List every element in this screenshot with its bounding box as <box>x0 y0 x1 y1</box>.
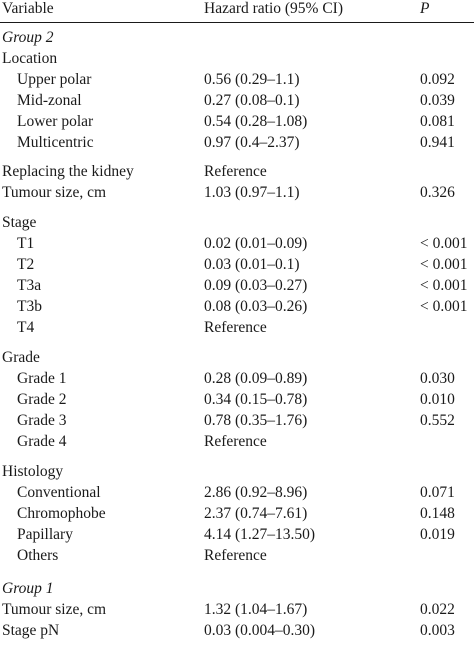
p-value-cell: 0.148 <box>420 505 455 522</box>
variable-cell: Others <box>17 547 59 564</box>
table-row: T4 Reference <box>0 317 474 338</box>
header-hazard-ratio: Hazard ratio (95% CI) <box>204 0 344 17</box>
variable-cell: T1 <box>17 235 35 252</box>
table-row: Replacing the kidney Reference <box>0 161 474 182</box>
header-variable: Variable <box>2 0 54 17</box>
p-value-cell: 0.019 <box>420 526 455 543</box>
variable-cell: Group 1 <box>2 580 54 597</box>
hazard-ratio-cell: 0.08 (0.03–0.26) <box>204 298 308 315</box>
table-row: Mid-zonal 0.27 (0.08–0.1) 0.039 <box>0 90 474 111</box>
table-row: Chromophobe 2.37 (0.74–7.61) 0.148 <box>0 503 474 524</box>
table-row: Group 1 <box>0 578 474 599</box>
p-value-cell: 0.039 <box>420 92 455 109</box>
variable-cell: Grade 4 <box>17 433 67 450</box>
table-row: Tumour size, cm 1.03 (0.97–1.1) 0.326 <box>0 182 474 203</box>
table-row: Papillary 4.14 (1.27–13.50) 0.019 <box>0 524 474 545</box>
hazard-ratio-cell: 0.78 (0.35–1.76) <box>204 412 308 429</box>
hazard-ratio-cell: 0.56 (0.29–1.1) <box>204 71 300 88</box>
table-row: T2 0.03 (0.01–0.1) < 0.001 <box>0 254 474 275</box>
hazard-ratio-cell: 2.86 (0.92–8.96) <box>204 484 308 501</box>
hazard-ratio-cell: 0.34 (0.15–0.78) <box>204 391 308 408</box>
table-row: Location <box>0 48 474 69</box>
header-rule <box>0 22 474 23</box>
p-value-cell: < 0.001 <box>420 256 468 273</box>
variable-cell: T3b <box>17 298 42 315</box>
hazard-ratio-cell: 0.97 (0.4–2.37) <box>204 134 300 151</box>
hazard-ratio-cell: 0.02 (0.01–0.09) <box>204 235 308 252</box>
variable-cell: Mid-zonal <box>17 92 82 109</box>
variable-cell: Grade 3 <box>17 412 67 429</box>
table-row: Lower polar 0.54 (0.28–1.08) 0.081 <box>0 111 474 132</box>
table-row: Conventional 2.86 (0.92–8.96) 0.071 <box>0 482 474 503</box>
p-value-cell: 0.941 <box>420 134 455 151</box>
hazard-ratio-cell: 0.28 (0.09–0.89) <box>204 370 308 387</box>
p-value-cell: 0.010 <box>420 391 455 408</box>
variable-cell: Lower polar <box>17 113 94 130</box>
p-value-cell: 0.003 <box>420 622 455 639</box>
hazard-ratio-cell: 0.27 (0.08–0.1) <box>204 92 300 109</box>
hazard-ratio-cell: 0.03 (0.01–0.1) <box>204 256 300 273</box>
variable-cell: T4 <box>17 319 35 336</box>
hazard-ratio-cell: Reference <box>204 319 267 336</box>
p-value-cell: 0.071 <box>420 484 455 501</box>
table-row: Grade 2 0.34 (0.15–0.78) 0.010 <box>0 389 474 410</box>
table-row: Multicentric 0.97 (0.4–2.37) 0.941 <box>0 132 474 153</box>
hazard-ratio-cell: Reference <box>204 163 267 180</box>
variable-cell: Tumour size, cm <box>2 184 107 201</box>
variable-cell: Conventional <box>17 484 101 501</box>
table-row: Grade 1 0.28 (0.09–0.89) 0.030 <box>0 368 474 389</box>
table-row: Grade 4 Reference <box>0 431 474 452</box>
table-row: Stage pN 0.03 (0.004–0.30) 0.003 <box>0 620 474 641</box>
table-row: Stage <box>0 212 474 233</box>
p-value-cell: 0.081 <box>420 113 455 130</box>
variable-cell: Stage pN <box>2 622 60 639</box>
table-row: Grade 3 0.78 (0.35–1.76) 0.552 <box>0 410 474 431</box>
hazard-ratio-cell: 1.32 (1.04–1.67) <box>204 601 308 618</box>
hazard-ratio-cell: 2.37 (0.74–7.61) <box>204 505 308 522</box>
header-p-value: P <box>420 0 430 17</box>
table-row: Histology <box>0 461 474 482</box>
hazard-ratio-cell: Reference <box>204 547 267 564</box>
table-row: Others Reference <box>0 545 474 566</box>
variable-cell: Replacing the kidney <box>2 163 134 180</box>
variable-cell: Stage <box>2 214 37 231</box>
variable-cell: Location <box>2 50 58 67</box>
variable-cell: Multicentric <box>17 134 94 151</box>
p-value-cell: 0.326 <box>420 184 455 201</box>
variable-cell: Upper polar <box>17 71 92 88</box>
p-value-cell: 0.092 <box>420 71 455 88</box>
p-value-cell: < 0.001 <box>420 277 468 294</box>
variable-cell: Tumour size, cm <box>2 601 107 618</box>
variable-cell: Grade 1 <box>17 370 67 387</box>
hazard-ratio-cell: 4.14 (1.27–13.50) <box>204 526 316 543</box>
hazard-ratio-cell: 0.54 (0.28–1.08) <box>204 113 308 130</box>
table-row: T3a 0.09 (0.03–0.27) < 0.001 <box>0 275 474 296</box>
variable-cell: Papillary <box>17 526 73 543</box>
table-row: Group 2 <box>0 27 474 48</box>
hazard-ratio-cell: Reference <box>204 433 267 450</box>
variable-cell: Grade 2 <box>17 391 67 408</box>
variable-cell: Histology <box>2 463 64 480</box>
variable-cell: Grade <box>2 349 40 366</box>
p-value-cell: 0.022 <box>420 601 455 618</box>
variable-cell: T3a <box>17 277 42 294</box>
p-value-cell: < 0.001 <box>420 235 468 252</box>
table-row: T3b 0.08 (0.03–0.26) < 0.001 <box>0 296 474 317</box>
table-row: T1 0.02 (0.01–0.09) < 0.001 <box>0 233 474 254</box>
variable-cell: Group 2 <box>2 29 54 46</box>
variable-cell: Chromophobe <box>17 505 106 522</box>
hazard-ratio-cell: 1.03 (0.97–1.1) <box>204 184 300 201</box>
p-value-cell: 0.552 <box>420 412 455 429</box>
table-row: Upper polar 0.56 (0.29–1.1) 0.092 <box>0 69 474 90</box>
table-row: Grade <box>0 347 474 368</box>
p-value-cell: 0.030 <box>420 370 455 387</box>
table-row: Tumour size, cm 1.32 (1.04–1.67) 0.022 <box>0 599 474 620</box>
table-header-row: Variable Hazard ratio (95% CI) P <box>0 0 474 19</box>
variable-cell: T2 <box>17 256 35 273</box>
hazard-ratio-cell: 0.03 (0.004–0.30) <box>204 622 316 639</box>
hazard-ratio-cell: 0.09 (0.03–0.27) <box>204 277 308 294</box>
p-value-cell: < 0.001 <box>420 298 468 315</box>
